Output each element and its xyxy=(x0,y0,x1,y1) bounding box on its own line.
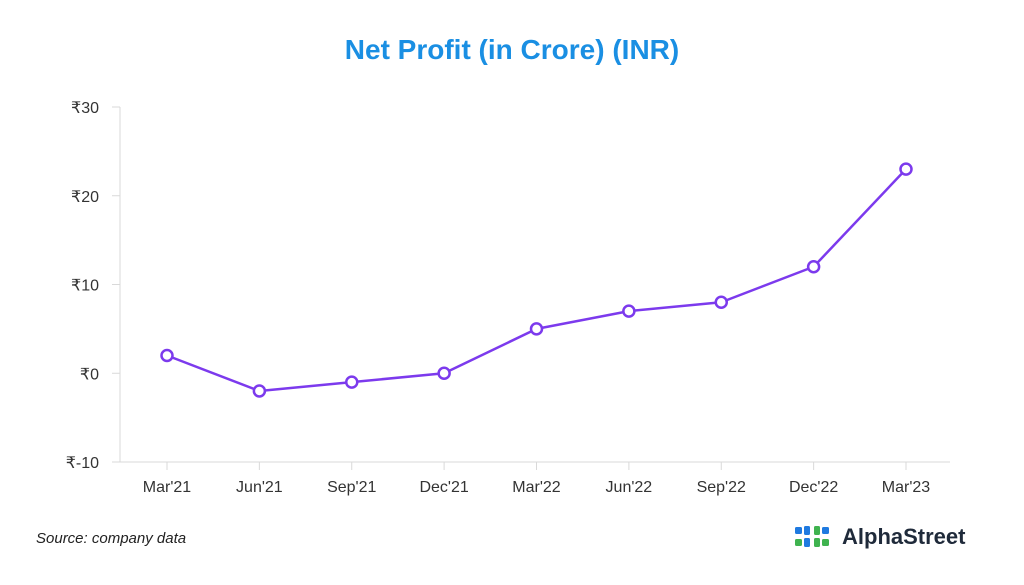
chart-axes xyxy=(112,106,950,470)
y-tick-label: ₹-10 xyxy=(66,455,99,472)
brand-name: AlphaStreet xyxy=(842,524,966,549)
series-net-profit xyxy=(160,162,913,398)
data-point xyxy=(160,348,174,363)
y-tick-label: ₹20 xyxy=(71,189,99,206)
x-tick-label: Dec'21 xyxy=(419,479,468,496)
y-tick-labels: ₹30 ₹20 ₹10 ₹0 ₹-10 xyxy=(66,100,99,472)
alphastreet-logo-icon xyxy=(795,526,829,547)
data-point xyxy=(806,260,821,274)
series-line xyxy=(166,168,907,393)
brand-logo: AlphaStreet xyxy=(794,524,965,550)
data-point xyxy=(345,375,359,389)
x-tick-label: Dec'22 xyxy=(789,479,838,496)
source-note: Source: company data xyxy=(36,530,187,547)
x-tick-label: Mar'22 xyxy=(512,479,561,496)
x-tick-label: Sep'22 xyxy=(697,479,746,496)
data-point xyxy=(714,295,728,309)
x-tick-label: Mar'23 xyxy=(882,479,931,496)
data-point xyxy=(529,322,544,336)
data-point xyxy=(899,162,913,176)
y-tick-label: ₹10 xyxy=(71,278,99,295)
y-tick-label: ₹0 xyxy=(80,366,99,383)
data-point xyxy=(252,384,267,398)
data-point xyxy=(622,304,636,318)
x-tick-label: Jun'22 xyxy=(606,479,653,496)
x-tick-label: Sep'21 xyxy=(327,479,376,496)
data-point xyxy=(437,366,451,380)
x-tick-labels: Mar'21 Jun'21 Sep'21 Dec'21 Mar'22 Jun'22 Sep'… xyxy=(143,479,931,496)
x-tick-label: Jun'21 xyxy=(236,479,283,496)
chart-title: Net Profit (in Crore) (INR) xyxy=(344,34,680,65)
x-tick-label: Mar'21 xyxy=(143,479,192,496)
y-tick-label: ₹30 xyxy=(71,100,99,117)
